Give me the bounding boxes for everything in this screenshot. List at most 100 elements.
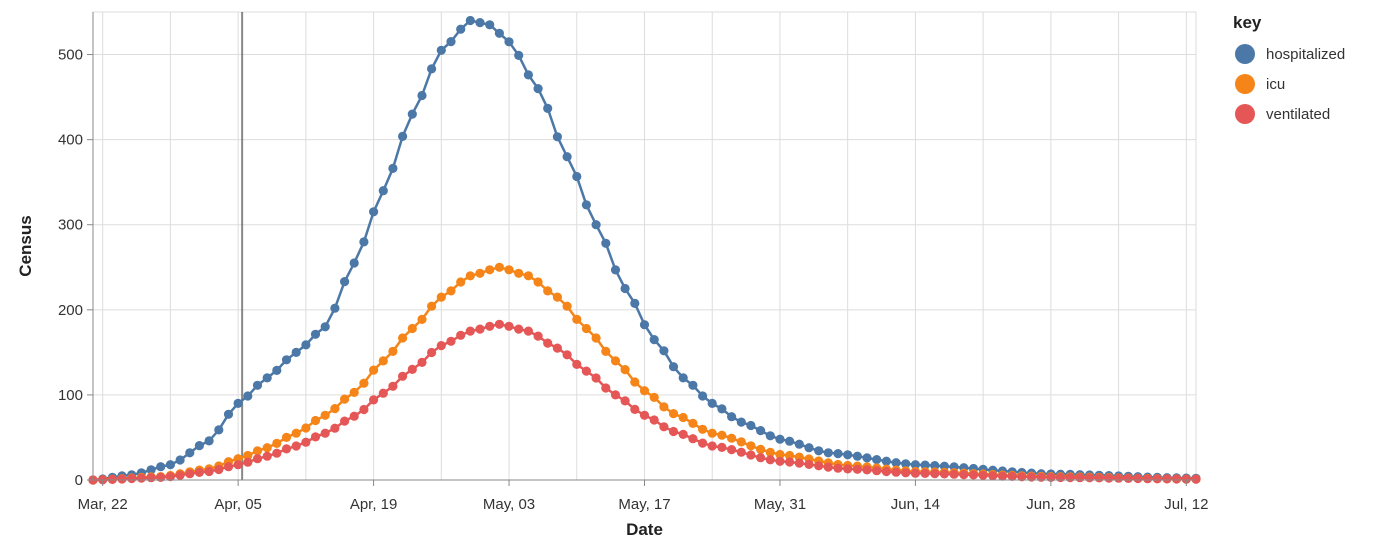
data-point-ventilated	[1094, 473, 1104, 483]
data-point-icu	[262, 443, 272, 453]
data-point-hospitalized	[214, 425, 224, 435]
x-axis-title: Date	[626, 520, 663, 539]
data-point-icu	[349, 387, 359, 397]
data-point-hospitalized	[678, 373, 688, 383]
data-point-icu	[494, 262, 504, 272]
legend-item-icu: icu	[1235, 74, 1285, 94]
data-point-icu	[301, 423, 311, 433]
data-point-icu	[243, 450, 253, 461]
data-point-ventilated	[988, 471, 998, 481]
data-point-ventilated	[359, 404, 369, 415]
data-point-icu	[514, 268, 524, 278]
data-point-hospitalized	[775, 434, 785, 444]
data-point-ventilated	[639, 410, 650, 420]
data-point-ventilated	[862, 465, 872, 475]
data-point-icu	[320, 410, 330, 420]
data-point-hospitalized	[552, 132, 563, 142]
legend-swatch	[1235, 74, 1255, 94]
data-point-ventilated	[620, 396, 630, 406]
data-point-hospitalized	[272, 365, 282, 375]
data-point-ventilated	[117, 474, 127, 484]
data-point-hospitalized	[504, 37, 514, 47]
data-point-ventilated	[1085, 473, 1095, 483]
data-point-icu	[707, 428, 717, 438]
data-point-icu	[581, 323, 592, 334]
y-tick-label: 400	[58, 132, 83, 149]
data-point-ventilated	[668, 426, 679, 437]
data-point-ventilated	[920, 468, 930, 478]
data-point-ventilated	[233, 460, 243, 470]
data-point-ventilated	[949, 469, 959, 479]
data-point-ventilated	[978, 470, 988, 480]
data-point-ventilated	[223, 462, 234, 472]
data-point-hospitalized	[833, 449, 843, 459]
data-point-ventilated	[581, 366, 592, 376]
data-point-ventilated	[910, 468, 921, 478]
data-point-hospitalized	[649, 335, 659, 345]
data-point-hospitalized	[262, 373, 272, 383]
data-point-ventilated	[756, 453, 766, 463]
data-point-icu	[785, 450, 795, 461]
data-point-icu	[446, 286, 456, 296]
data-point-icu	[727, 433, 737, 443]
x-tick-label: Jun, 28	[1026, 496, 1075, 513]
data-point-icu	[543, 286, 553, 296]
legend-label: ventilated	[1266, 106, 1330, 123]
data-point-ventilated	[398, 371, 408, 381]
data-point-ventilated	[572, 359, 582, 369]
data-point-ventilated	[369, 395, 379, 405]
data-point-hospitalized	[843, 450, 853, 460]
data-point-icu	[659, 402, 669, 412]
data-point-ventilated	[939, 469, 950, 479]
data-point-ventilated	[872, 466, 882, 476]
data-point-ventilated	[843, 464, 853, 474]
data-point-ventilated	[504, 321, 514, 331]
data-point-ventilated	[281, 444, 292, 454]
data-point-icu	[756, 444, 766, 454]
data-point-ventilated	[562, 350, 572, 360]
data-point-hospitalized	[668, 362, 679, 372]
data-point-icu	[272, 438, 282, 448]
data-point-icu	[678, 412, 688, 423]
legend-label: hospitalized	[1266, 46, 1345, 63]
data-point-hospitalized	[456, 24, 466, 34]
data-point-icu	[485, 265, 495, 275]
legend-title: key	[1233, 13, 1262, 32]
data-point-hospitalized	[185, 448, 195, 458]
data-point-ventilated	[446, 336, 456, 346]
data-point-hospitalized	[310, 329, 321, 339]
data-point-hospitalized	[756, 426, 766, 436]
data-point-hospitalized	[494, 28, 504, 38]
data-point-icu	[465, 271, 475, 281]
data-point-ventilated	[427, 347, 437, 358]
data-point-icu	[562, 301, 572, 311]
data-point-ventilated	[891, 467, 901, 477]
data-point-hospitalized	[291, 347, 301, 357]
data-point-icu	[436, 292, 446, 302]
data-point-ventilated	[814, 461, 824, 471]
data-point-ventilated	[1143, 474, 1153, 484]
axes: 0 100 200 300 400 500 Mar, 22 Apr, 05 Apr, 19 May…	[58, 12, 1208, 513]
data-point-hospitalized	[901, 459, 911, 469]
data-point-ventilated	[146, 473, 156, 483]
data-point-icu	[281, 432, 292, 442]
data-point-hospitalized	[688, 380, 698, 390]
data-point-hospitalized	[746, 420, 756, 431]
data-point-hospitalized	[862, 453, 872, 463]
y-tick-label: 300	[58, 217, 83, 234]
data-point-hospitalized	[572, 171, 582, 182]
data-point-ventilated	[407, 364, 417, 374]
data-point-ventilated	[1026, 472, 1037, 482]
data-point-ventilated	[1172, 474, 1182, 484]
grid	[92, 11, 1197, 481]
data-point-hospitalized	[301, 340, 311, 350]
data-point-icu	[630, 377, 640, 387]
data-point-ventilated	[698, 438, 708, 448]
x-tick-label: Mar, 22	[78, 496, 128, 513]
data-point-hospitalized	[340, 277, 350, 287]
data-point-ventilated	[881, 466, 892, 477]
data-point-icu	[591, 333, 601, 343]
data-point-ventilated	[349, 411, 359, 421]
data-point-ventilated	[688, 434, 698, 444]
